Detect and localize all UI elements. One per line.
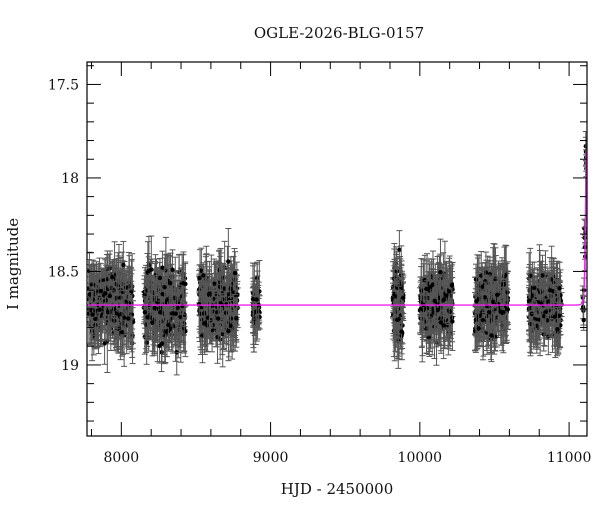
chart-title: OGLE-2026-BLG-0157 bbox=[253, 24, 425, 42]
x-axis-label: HJD - 2450000 bbox=[280, 480, 394, 498]
model-curve-layer bbox=[87, 150, 587, 306]
data-points-layer bbox=[87, 130, 587, 376]
axes-frame bbox=[86, 61, 588, 437]
